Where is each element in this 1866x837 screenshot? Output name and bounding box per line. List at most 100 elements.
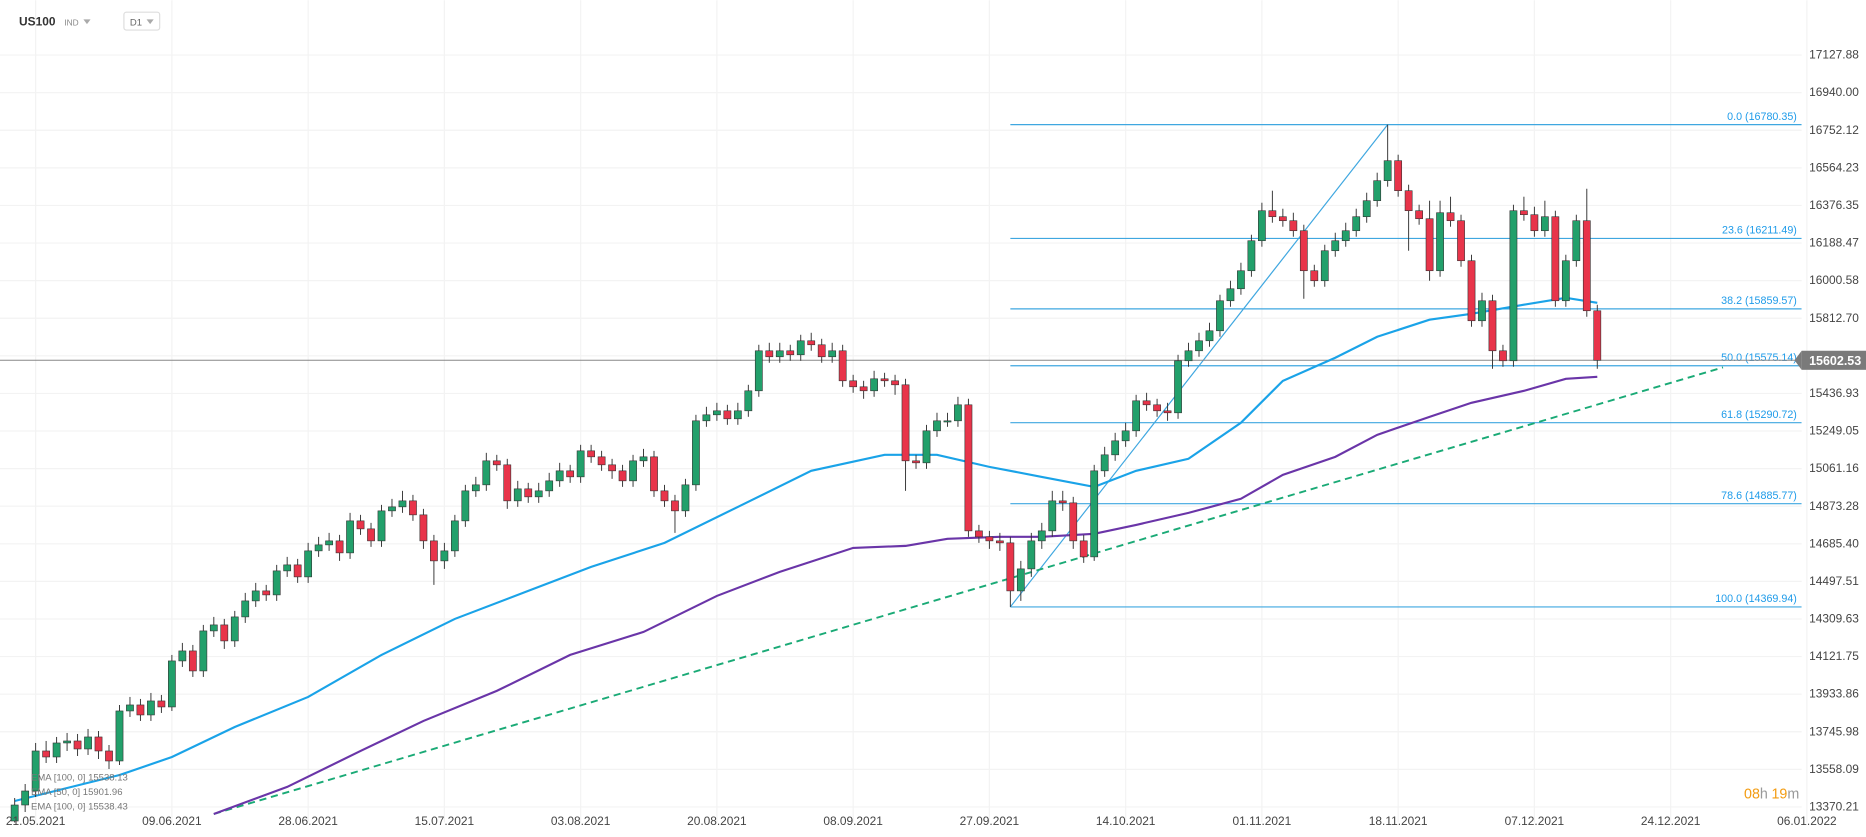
candle-body [733,410,742,420]
candle-body [1320,250,1329,282]
timeframe-button[interactable] [123,11,161,31]
candle-body [1561,260,1570,302]
candle-body [828,350,837,358]
candle-body [272,570,281,596]
candle-body [1530,214,1539,232]
candle-body [555,470,564,482]
fib-label: 100.0 (14369.94) [1715,593,1797,605]
candle-body [1394,160,1403,192]
x-tick-label: 07.12.2021 [1505,814,1565,828]
candle-body [807,340,816,346]
candle-body [964,404,973,532]
candle-body [901,384,910,462]
candle-body [1069,502,1078,542]
fib-label: 78.6 (14885.77) [1721,490,1797,502]
candle-body [304,550,313,578]
candle-body [492,460,501,466]
candle-body [430,540,438,562]
candle-body [545,480,554,492]
candle-body [1499,350,1507,362]
candle-body [1572,220,1581,262]
candle-body [251,590,260,602]
candle-body [1090,470,1099,558]
x-tick-label: 08.09.2021 [823,814,883,828]
legend-entry: EMA [100, 0] 15538.13 [31,773,128,784]
candle-body [1153,404,1161,412]
candle-body [147,700,155,716]
candle-body [209,624,218,632]
candle-body [283,564,292,572]
candle-body [1205,330,1214,342]
fib-label: 50.0 (15575.14) [1721,352,1797,364]
candle-body [461,490,470,522]
candle-body [775,350,784,358]
countdown: 08h 19m [1744,787,1799,803]
dropdown-arrow[interactable] [83,19,91,25]
candle-body [1362,200,1371,218]
candle-body [880,378,889,382]
countdown-m: m [1787,787,1799,803]
x-tick-label: 18.11.2021 [1369,814,1428,828]
candle-body [262,590,271,596]
x-tick-label: 14.10.2021 [1096,814,1156,828]
candle-body [419,514,428,542]
candle-body [482,460,491,486]
x-tick-label: 01.11.2021 [1233,814,1292,828]
candle-body [995,540,1004,544]
candle-body [1457,220,1465,262]
candle-body [681,484,690,512]
candle-body [335,540,344,554]
candle-body [912,460,920,464]
candle-body [765,350,774,358]
y-tick-label: 15061.16 [1809,461,1859,475]
candle-body [157,700,166,708]
candle-body [126,704,134,712]
candle-body [702,414,711,422]
candle-body [388,506,396,512]
y-tick-label: 14873.28 [1809,499,1859,513]
candle-body [1331,240,1340,252]
dropdown-arrow [146,19,154,25]
candle-body [230,616,239,642]
candle-body [608,464,616,472]
fib-label: 0.0 (16780.35) [1727,111,1797,123]
candle-body [1195,340,1203,352]
candle-body [534,490,543,498]
legend-entry: EMA [50, 0] 15901.96 [31,787,123,798]
candle-body [1593,310,1602,361]
y-tick-label: 13558.09 [1809,762,1859,776]
fib-label: 61.8 (15290.72) [1721,409,1797,421]
y-tick-label: 16376.35 [1809,198,1859,212]
y-tick-label: 16564.23 [1809,160,1859,174]
y-tick-label: 13933.86 [1809,687,1859,701]
candle-body [367,528,375,542]
candle-body [1478,300,1486,322]
candle-body [1341,230,1350,242]
candle-body [870,378,878,392]
candle-body [115,710,124,762]
candle-body [1373,180,1382,202]
candle-body [922,430,931,464]
candle-body [136,704,145,716]
candle-body [377,510,386,542]
candle-body [954,404,962,422]
x-tick-label: 21.05.2021 [6,814,66,828]
candle-body [63,740,71,744]
y-tick-label: 15812.70 [1809,311,1859,325]
countdown-minutes: 19 [1771,787,1787,803]
candle-body [356,520,365,530]
legend: EMA [100, 0] 15538.13 EMA [50, 0] 15901.… [31,773,128,813]
candle-body [409,500,417,516]
fib-label: 38.2 (15859.57) [1721,295,1797,307]
candle-body [10,804,19,822]
candle-body [325,540,333,546]
candle-body [1425,218,1434,272]
candle-body [618,470,627,482]
ema-line [213,375,1598,815]
y-tick-label: 14497.51 [1809,574,1859,588]
candle-body [1467,260,1476,322]
candle-body [42,750,50,758]
candle-body [1132,400,1140,432]
candle-body [629,460,637,482]
candle-body [1111,440,1120,456]
